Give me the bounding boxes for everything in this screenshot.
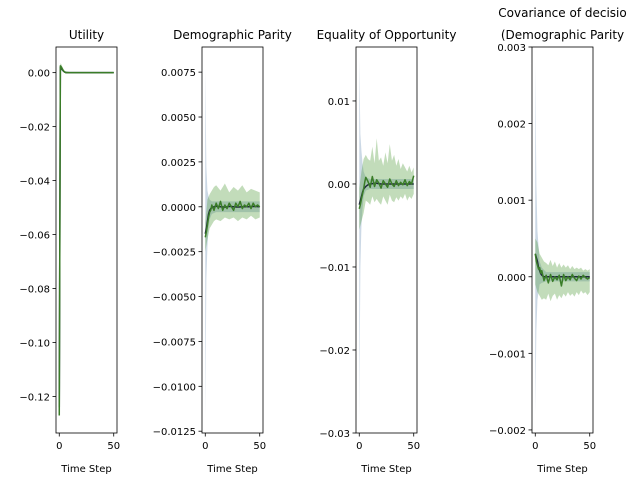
y-tick-label: 0.0025 <box>161 158 196 169</box>
axes-frame <box>201 46 264 434</box>
x-axis-label: Time Step <box>360 464 411 475</box>
y-tick-label: 0.00 <box>328 180 350 191</box>
confidence-band-2 <box>205 183 260 252</box>
y-tick-label: −0.10 <box>19 339 50 350</box>
y-tick-label: 0.000 <box>497 273 526 284</box>
axes-frame <box>355 46 418 434</box>
axes-frame <box>531 46 594 434</box>
chart-title: Utility <box>69 28 104 42</box>
y-tick-label: −0.06 <box>19 231 50 242</box>
subplot-1: 0.00 −0.02 −0.04 −0.06 −0.08 −0.10 −0.12 0 50 Tim… <box>19 28 120 475</box>
y-tick-label: 0.001 <box>497 196 526 207</box>
series-line-2 <box>58 65 114 416</box>
y-tick-label: −0.0075 <box>153 337 196 348</box>
plot-area <box>58 63 114 424</box>
x-tick-label: 50 <box>107 441 120 452</box>
x-tick-label: 0 <box>532 441 538 452</box>
y-tick-label: −0.001 <box>489 349 526 360</box>
y-tick-label: 0.0000 <box>161 203 196 214</box>
x-tick-label: 0 <box>356 441 362 452</box>
chart-title: Equality of Opportunity <box>317 28 457 42</box>
series-line-2 <box>358 175 415 210</box>
y-tick-label: −0.0125 <box>153 427 196 438</box>
x-axis-label: Time Step <box>536 464 587 475</box>
chart-title: Covariance of decisio <box>498 6 626 20</box>
y-tick-label: 0.003 <box>497 43 526 54</box>
x-tick-label: 50 <box>253 441 266 452</box>
x-axis-label: Time Step <box>60 464 111 475</box>
subplot-3: 0.01 0.00 −0.01 −0.02 −0.03 0 50 Time Step Equal… <box>317 28 457 475</box>
y-tick-label: 0.0050 <box>161 113 196 124</box>
x-tick-label: 0 <box>56 441 62 452</box>
y-tick-label: 0.01 <box>328 97 350 108</box>
y-tick-label: 0.0075 <box>161 68 196 79</box>
chart-subtitle: (Demographic Parity <box>501 28 624 42</box>
y-tick-label: −0.01 <box>319 263 350 274</box>
y-tick-label: −0.0050 <box>153 293 196 304</box>
plot-area <box>204 68 261 419</box>
confidence-band-2 <box>535 238 590 302</box>
plot-area <box>534 62 591 415</box>
y-tick-label: −0.02 <box>319 346 350 357</box>
y-tick-label: −0.002 <box>489 426 526 437</box>
x-tick-label: 50 <box>407 441 420 452</box>
chart-title: Demographic Parity <box>173 28 292 42</box>
plot-area <box>358 57 415 421</box>
subplot-4: 0.003 0.002 0.001 0.000 −0.001 −0.002 0 50 Time … <box>489 6 627 475</box>
subplot-2: 0.0075 0.0050 0.0025 0.0000 −0.0025 −0.0050 −0… <box>153 28 292 475</box>
y-tick-label: −0.03 <box>319 429 350 440</box>
y-tick-label: −0.02 <box>19 123 50 134</box>
series-line-2 <box>534 253 591 287</box>
series-line-2 <box>204 200 261 238</box>
x-tick-label: 0 <box>202 441 208 452</box>
y-tick-label: −0.08 <box>19 285 50 296</box>
y-tick-label: −0.04 <box>19 177 50 188</box>
x-tick-label: 50 <box>583 441 596 452</box>
x-axis-label: Time Step <box>206 464 257 475</box>
y-tick-label: 0.002 <box>497 120 526 131</box>
y-tick-label: 0.00 <box>28 69 50 80</box>
y-tick-label: −0.0100 <box>153 382 196 393</box>
y-tick-label: −0.12 <box>19 393 50 404</box>
y-tick-label: −0.0025 <box>153 248 196 259</box>
axes-frame <box>55 46 118 434</box>
